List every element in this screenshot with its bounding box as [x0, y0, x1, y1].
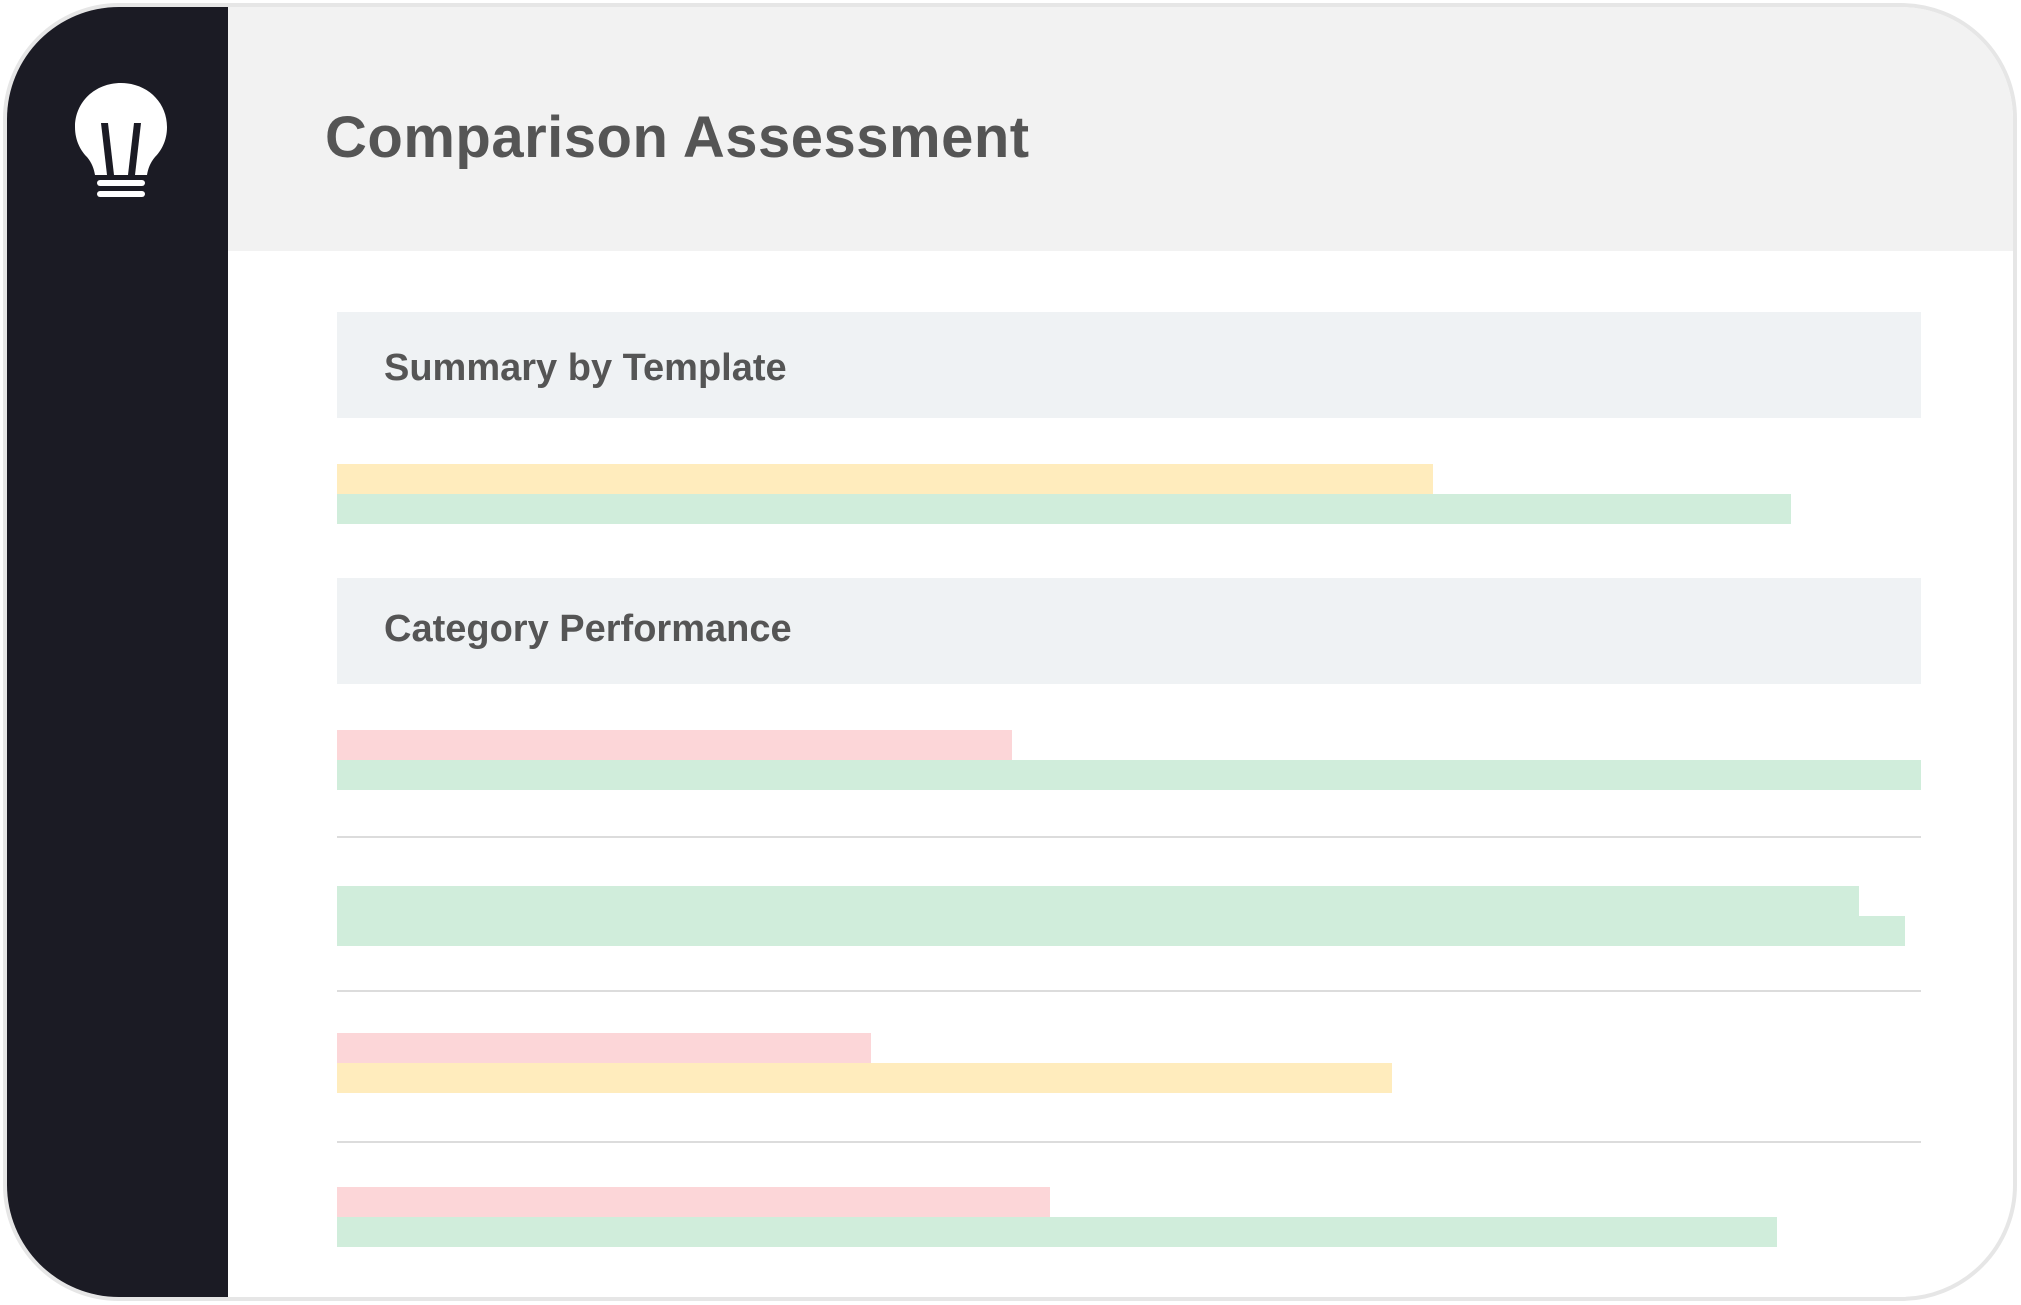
category-bar-red: [337, 730, 1012, 760]
category-bar-green: [337, 1217, 1777, 1247]
app-window: Comparison Assessment Summary by Templat…: [3, 3, 2017, 1301]
page-header: Comparison Assessment: [228, 7, 2013, 251]
category-row: [337, 730, 1921, 790]
category-row: [337, 886, 1921, 946]
category-row: [337, 1033, 1921, 1093]
row-divider: [337, 1141, 1921, 1143]
section-header-summary: Summary by Template: [337, 312, 1921, 418]
page-title: Comparison Assessment: [325, 105, 1030, 170]
row-divider: [337, 990, 1921, 992]
category-bar-red: [337, 1033, 871, 1063]
section-header-category: Category Performance: [337, 578, 1921, 684]
category-bar-yellow: [337, 1063, 1392, 1093]
section-title: Category Performance: [384, 608, 792, 650]
row-divider: [337, 836, 1921, 838]
category-bar-green: [337, 760, 1921, 790]
category-bar-green: [337, 916, 1905, 946]
summary-bar-group: [337, 464, 1921, 524]
report-content: Summary by Template Category Performance: [228, 251, 2013, 1297]
summary-bar-green: [337, 494, 1791, 524]
sidebar: [7, 7, 228, 1297]
category-row: [337, 1187, 1921, 1247]
category-bar-red: [337, 1187, 1050, 1217]
section-title: Summary by Template: [384, 347, 787, 389]
lightbulb-icon[interactable]: [75, 83, 167, 201]
category-bar-green: [337, 886, 1859, 916]
summary-bar-yellow: [337, 464, 1433, 494]
